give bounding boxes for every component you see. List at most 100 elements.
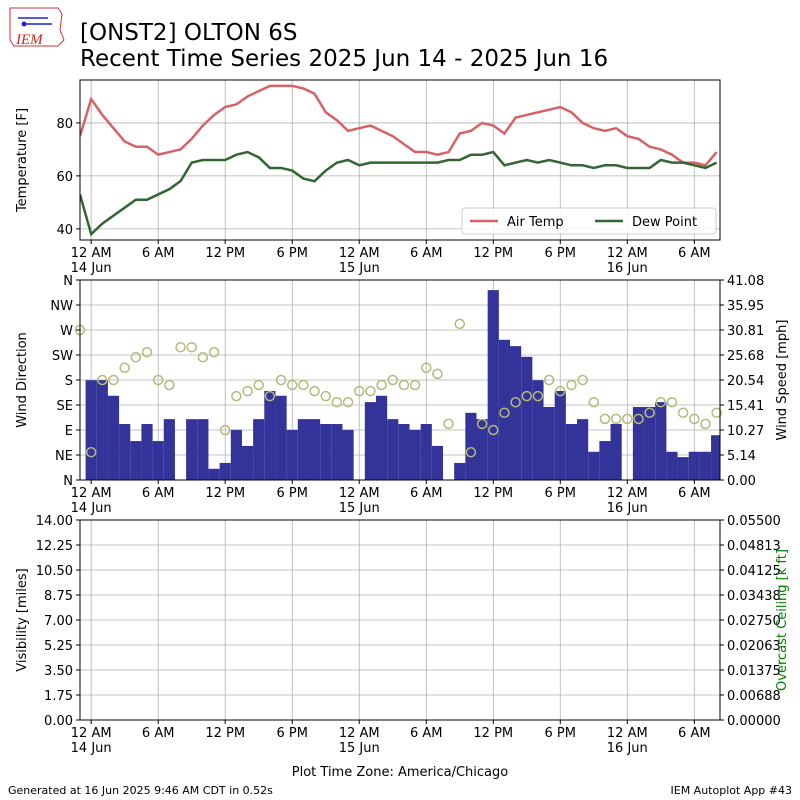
y-tick-label: 14.00 (36, 514, 73, 529)
scatter-point (85, 446, 97, 458)
x-tick-label: 6 AM (142, 486, 175, 501)
scatter-point (208, 346, 220, 358)
scatter-point (521, 390, 533, 402)
x-tick-label: 6 AM (410, 246, 443, 261)
scatter-point (275, 374, 287, 386)
bar (610, 424, 622, 480)
y2-tick-label: 15.41 (727, 399, 764, 414)
x-tick-label: 6 PM (276, 486, 307, 501)
y2-tick-label: 25.68 (727, 349, 764, 364)
bar (476, 419, 488, 480)
bar (632, 406, 645, 480)
bar (320, 424, 332, 480)
x-tick-label: 6 AM (678, 246, 711, 261)
bar (342, 429, 354, 480)
scatter-point (655, 396, 667, 408)
y-tick-label: 3.50 (44, 664, 73, 679)
y-tick-label: 10.50 (36, 564, 73, 579)
scatter-point (119, 362, 130, 374)
series-line (80, 84, 718, 167)
x-tick-label: 12 AM 16 Jun (607, 486, 648, 516)
plot-frame (79, 519, 721, 721)
logo-text: IEM (15, 32, 44, 48)
scatter-point (432, 368, 443, 380)
y2-tick-label: 0.01375 (727, 664, 781, 679)
bar (588, 451, 600, 480)
bar (163, 419, 175, 480)
x-tick-label: 6 PM (276, 246, 307, 261)
y2-tick-label: 30.81 (727, 324, 764, 339)
bar (543, 406, 555, 480)
scatter-point (298, 379, 309, 391)
x-tick-label: 6 AM (142, 246, 175, 261)
bar (331, 424, 343, 480)
scatter-point (666, 396, 678, 408)
bar (364, 402, 376, 480)
y-axis-label: Wind Direction (15, 332, 30, 428)
x-tick-label: 6 AM (678, 726, 711, 741)
scatter-point (454, 318, 466, 330)
bar (230, 429, 242, 480)
scatter-point (476, 418, 488, 430)
bar (532, 380, 544, 480)
bar (521, 356, 533, 480)
y-tick-label: NW (50, 299, 73, 314)
bar (565, 424, 578, 480)
bar (431, 445, 444, 480)
bar (297, 419, 309, 480)
bar (577, 419, 589, 480)
y-tick-label: W (60, 324, 73, 339)
y2-tick-label: 0.04813 (727, 539, 781, 554)
scatter-point (488, 424, 499, 436)
scatter-point (253, 379, 264, 391)
bar (308, 419, 321, 480)
bar (599, 441, 611, 480)
scatter-point (543, 374, 555, 386)
bar (264, 390, 276, 480)
x-tick-label: 12 AM 15 Jun (339, 486, 380, 516)
legend-label: Air Temp (507, 215, 564, 230)
y-tick-label: 12.25 (36, 539, 73, 554)
x-tick-label: 12 AM 15 Jun (339, 246, 380, 276)
scatter-point (510, 396, 521, 408)
x-tick-label: 12 AM 14 Jun (71, 486, 112, 516)
subtitle: Recent Time Series 2025 Jun 14 - 2025 Ju… (80, 46, 608, 72)
scatter-point (711, 407, 722, 419)
x-tick-label: 6 PM (276, 726, 307, 741)
scatter-point (264, 390, 276, 402)
y2-tick-label: 35.95 (727, 299, 764, 314)
scatter-point (186, 341, 197, 353)
x-tick-label: 12 AM 14 Jun (71, 246, 112, 276)
scatter-point (231, 390, 242, 402)
scatter-point (677, 407, 689, 419)
logo: IEM (9, 7, 65, 48)
y-axis-label: Temperature [F] (15, 108, 30, 213)
scatter-point (633, 413, 644, 425)
bar (699, 451, 712, 480)
scatter-point (499, 407, 510, 419)
y2-tick-label: 5.14 (727, 449, 756, 464)
y-tick-label: 1.75 (44, 689, 73, 704)
scatter-point (599, 413, 611, 425)
scatter-point (152, 374, 164, 386)
x-tick-label: 6 AM (142, 726, 175, 741)
y2-tick-label: 0.03438 (727, 589, 781, 604)
footer-left: Generated at 16 Jun 2025 9:46 AM CDT in … (8, 784, 273, 797)
y2-tick-label: 20.54 (727, 374, 764, 389)
bar (454, 462, 466, 480)
x-tick-label: 6 PM (545, 486, 576, 501)
x-tick-label: 12 PM (205, 246, 245, 261)
x-tick-label: 6 PM (545, 726, 576, 741)
bar (554, 390, 566, 480)
y2-axis-label: Overcast Ceiling [k ft] (775, 549, 790, 691)
y-tick-label: 40 (56, 223, 73, 238)
bar (487, 290, 499, 480)
scatter-point (644, 407, 655, 419)
y-tick-label: S (65, 374, 73, 389)
y2-tick-label: 0.00000 (727, 714, 781, 729)
bar (141, 424, 153, 480)
scatter-point (387, 374, 398, 386)
y2-tick-label: 0.04125 (727, 564, 781, 579)
footer-right: IEM Autoplot App #43 (671, 784, 793, 797)
scatter-point (242, 385, 253, 397)
